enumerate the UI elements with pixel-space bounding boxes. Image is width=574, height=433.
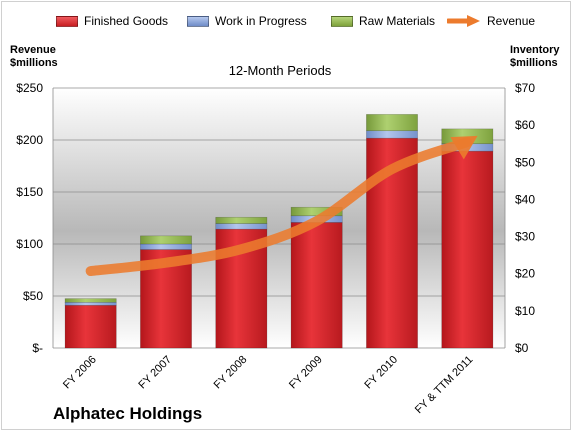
left-tick-label: $250 bbox=[16, 81, 43, 95]
bar-raw-materials bbox=[64, 298, 117, 303]
bar-work-in-progress bbox=[366, 130, 418, 139]
right-axis-title: Inventory $millions bbox=[510, 44, 560, 70]
left-tick-label: $- bbox=[32, 341, 43, 355]
plot-area bbox=[53, 88, 505, 348]
x-tick-label: FY 2007 bbox=[136, 354, 174, 392]
revenue-series bbox=[85, 135, 478, 277]
bar-raw-materials bbox=[140, 235, 192, 245]
legend-arrow-icon bbox=[447, 15, 480, 27]
left-tick-label: $100 bbox=[16, 237, 43, 251]
legend-label-raw-materials: Raw Materials bbox=[359, 14, 436, 28]
revenue-arrowhead bbox=[450, 135, 478, 160]
chart-subtitle: 12-Month Periods bbox=[229, 63, 332, 78]
right-tick-label: $70 bbox=[515, 81, 535, 95]
legend-swatch-work-in-progress bbox=[187, 15, 209, 27]
left-axis-title: Revenue $millions bbox=[10, 44, 58, 70]
bar-finished-goods bbox=[290, 222, 343, 349]
bar-raw-materials bbox=[215, 216, 268, 224]
legend-swatch-finished-goods bbox=[56, 15, 78, 27]
bar-finished-goods bbox=[64, 304, 117, 349]
bar-work-in-progress bbox=[215, 223, 268, 230]
left-axis-ticks: $- $50 $100 $150 $200 $250 bbox=[16, 81, 43, 355]
x-tick-label: FY 2009 bbox=[287, 354, 325, 392]
left-axis-title-line-1: Revenue bbox=[10, 44, 56, 56]
legend-label-revenue: Revenue bbox=[487, 14, 536, 28]
right-axis-ticks: $0 $10 $20 $30 $40 $50 $60 $70 bbox=[515, 81, 535, 355]
legend-swatch-raw-materials bbox=[331, 15, 353, 27]
right-tick-label: $50 bbox=[515, 155, 535, 169]
right-axis-title-line-2: $millions bbox=[510, 57, 558, 69]
left-tick-label: $150 bbox=[16, 185, 43, 199]
x-tick-label: FY 2008 bbox=[212, 354, 250, 392]
x-tick-label: FY 2010 bbox=[362, 354, 400, 392]
right-tick-label: $10 bbox=[515, 304, 535, 318]
legend-item-raw-materials: Raw Materials bbox=[331, 14, 435, 28]
right-tick-label: $20 bbox=[515, 267, 535, 281]
bar-work-in-progress bbox=[64, 302, 117, 306]
legend-label-work-in-progress: Work in Progress bbox=[215, 14, 307, 28]
x-tick-label: FY & TTM 2011 bbox=[413, 354, 476, 417]
left-tick-label: $200 bbox=[16, 133, 43, 147]
left-axis-title-line-2: $millions bbox=[10, 57, 58, 69]
right-tick-label: $30 bbox=[515, 230, 535, 244]
chart-legend: Finished Goods Work in Progress Raw Mate… bbox=[0, 14, 574, 34]
legend-label-finished-goods: Finished Goods bbox=[84, 14, 169, 28]
x-tick-label: FY 2006 bbox=[61, 354, 99, 392]
gridlines bbox=[52, 87, 506, 349]
bar-raw-materials bbox=[366, 114, 418, 132]
legend-item-revenue: Revenue bbox=[447, 14, 535, 28]
legend-item-finished-goods: Finished Goods bbox=[56, 14, 168, 28]
revenue-line bbox=[85, 137, 473, 277]
right-axis-title-line-1: Inventory bbox=[510, 44, 560, 56]
left-tick-label: $50 bbox=[23, 289, 43, 303]
bar-finished-goods bbox=[441, 150, 494, 349]
right-tick-label: $60 bbox=[515, 118, 535, 132]
bar-work-in-progress bbox=[140, 243, 192, 250]
company-name: Alphatec Holdings bbox=[53, 404, 203, 423]
legend-item-work-in-progress: Work in Progress bbox=[187, 14, 307, 28]
right-tick-label: $0 bbox=[515, 341, 529, 355]
right-tick-label: $40 bbox=[515, 192, 535, 206]
